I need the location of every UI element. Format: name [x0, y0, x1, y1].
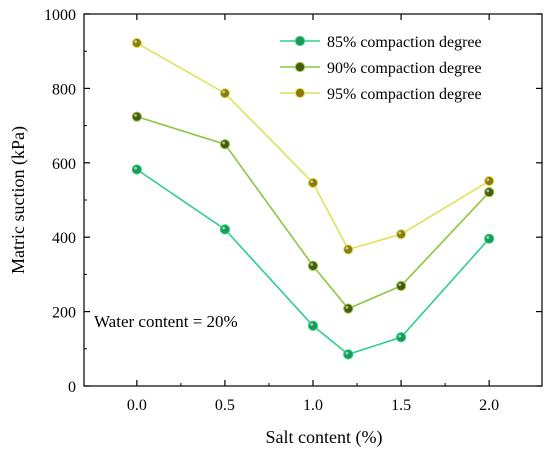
data-point-highlight — [398, 231, 402, 235]
legend-swatch-marker — [294, 61, 306, 73]
x-tick-label: 2.0 — [479, 397, 499, 414]
data-point — [484, 175, 495, 187]
series-line — [136, 115, 490, 310]
data-point — [343, 349, 354, 360]
x-tick-label: 0.5 — [215, 397, 235, 414]
legend-label: 90% compaction degree — [327, 60, 482, 77]
legend-item-1: 85% compaction degree — [280, 34, 482, 51]
axes: 0.0 0.5 1.0 1.5 2.0 0 200 400 600 800 1000 — [44, 7, 543, 414]
legend-label: 85% compaction degree — [327, 34, 482, 51]
data-point — [219, 224, 231, 235]
x-tick-label: 0.0 — [127, 397, 147, 414]
data-point — [219, 139, 231, 150]
series-line — [136, 168, 490, 356]
data-point-highlight — [345, 246, 349, 250]
y-tick-label: 600 — [52, 156, 76, 173]
data-point-highlight — [310, 180, 314, 184]
legend: 85% compaction degree 90% compaction degr… — [280, 34, 482, 103]
data-point-highlight — [486, 235, 490, 239]
series-group — [131, 37, 495, 360]
data-point — [131, 164, 142, 175]
data-point-highlight — [222, 226, 226, 230]
data-point-highlight — [222, 141, 226, 145]
data-point-highlight — [134, 113, 138, 117]
data-point-highlight — [398, 283, 402, 287]
data-point — [307, 320, 319, 331]
annotation-water-content: Water content = 20% — [94, 312, 238, 331]
data-point-highlight — [398, 334, 402, 338]
series-1 — [131, 164, 495, 360]
data-point-highlight — [486, 189, 490, 193]
data-point-highlight — [222, 90, 226, 94]
data-point — [395, 280, 407, 292]
data-point — [307, 177, 319, 188]
data-point — [395, 229, 407, 240]
series-line — [136, 42, 490, 251]
x-axis-title: Salt content (%) — [266, 427, 383, 448]
data-point — [343, 244, 354, 255]
data-point — [343, 303, 354, 314]
legend-item-3: 95% compaction degree — [280, 86, 482, 103]
data-point — [484, 233, 495, 244]
y-tick-label: 800 — [52, 81, 76, 98]
data-point-highlight — [134, 40, 138, 44]
data-point — [395, 332, 407, 343]
y-tick-label: 200 — [52, 305, 76, 322]
data-point-highlight — [345, 305, 349, 309]
legend-swatch-marker — [294, 35, 306, 47]
y-tick-label: 1000 — [44, 7, 76, 24]
data-point — [131, 111, 142, 122]
y-tick-label: 0 — [68, 379, 76, 396]
legend-swatch-marker — [294, 87, 306, 99]
x-tick-label: 1.5 — [391, 397, 411, 414]
legend-item-2: 90% compaction degree — [280, 60, 482, 77]
data-point — [131, 37, 142, 49]
data-point-highlight — [310, 263, 314, 267]
data-point-highlight — [134, 166, 138, 170]
data-point-highlight — [345, 351, 349, 355]
data-point — [307, 260, 319, 271]
data-point — [219, 88, 231, 99]
series-2 — [131, 111, 495, 314]
legend-label: 95% compaction degree — [327, 86, 482, 103]
y-tick-label: 400 — [52, 230, 76, 247]
data-point — [484, 187, 495, 198]
data-point-highlight — [310, 322, 314, 326]
data-point-highlight — [486, 178, 490, 182]
y-axis-title: Matric suction (kPa) — [8, 126, 29, 274]
x-tick-label: 1.0 — [303, 397, 323, 414]
series-3 — [131, 37, 495, 255]
